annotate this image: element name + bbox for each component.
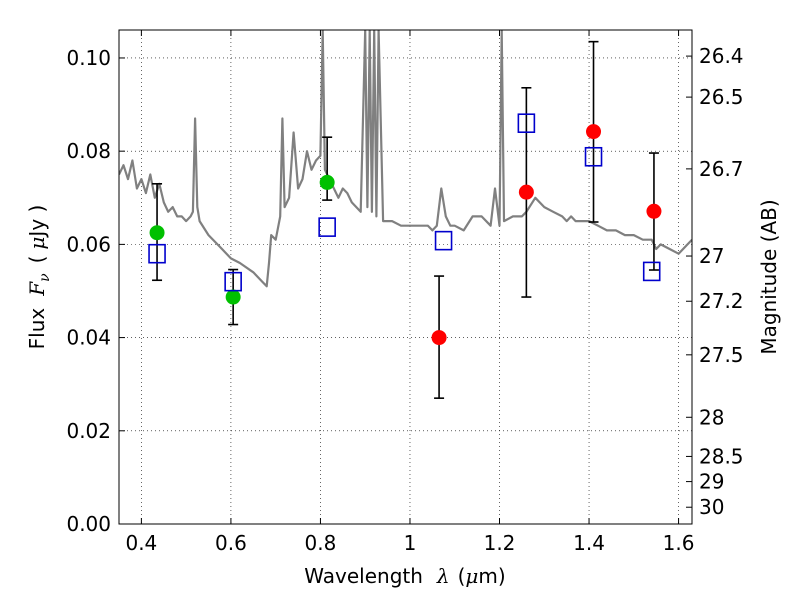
data-point [225, 289, 241, 305]
x-tick-label: 1 [404, 531, 417, 555]
model-point [148, 243, 166, 264]
magnitude-tick-label: 29 [699, 470, 724, 494]
x-tick-label: 0.6 [215, 531, 247, 555]
data-point [319, 174, 335, 190]
model-point [318, 217, 336, 237]
plot-content [119, 30, 692, 399]
axis-ticks: 0.4 0.6 0.8 1 1.2 1.4 1.6 0.00 0.02 0.04 0.06 0.08 0… [66, 30, 744, 555]
x-tick-label: 0.4 [125, 531, 157, 555]
data-point [431, 330, 447, 346]
y-tick-label: 0.08 [66, 139, 111, 163]
magnitude-tick-label: 27.2 [699, 289, 744, 313]
magnitude-axis-label: Magnitude (AB) [757, 199, 781, 354]
x-axis-label-symbol: λ [436, 564, 450, 588]
magnitude-tick-label: 26.7 [699, 157, 744, 181]
model-point [642, 261, 661, 282]
magnitude-tick-label: 27 [699, 244, 724, 268]
y-axis-label-unit-open: ( [25, 256, 49, 264]
magnitude-tick-label: 28.5 [699, 444, 744, 468]
magnitude-tick-label: 30 [699, 495, 724, 519]
y-axis-label-unit-rest: Jy ) [25, 205, 49, 239]
plot-frame [118, 29, 693, 525]
data-point [646, 203, 662, 219]
y-axis-label-unit-mu: μ [25, 237, 49, 250]
data-point [518, 184, 534, 200]
data-point [586, 124, 602, 140]
x-tick-label: 1.4 [573, 531, 605, 555]
magnitude-tick-label: 27.5 [699, 343, 744, 367]
y-axis-label: Flux Fν ( μJy ) [25, 205, 53, 350]
x-axis-label-text: Wavelength [304, 564, 423, 588]
y-tick-label: 0.02 [66, 419, 111, 443]
y-tick-label: 0.06 [66, 232, 111, 256]
y-axis-label-text: Flux [25, 308, 49, 350]
data-point [149, 225, 165, 241]
x-axis-label-unit-open: ( [458, 564, 466, 588]
y-tick-label: 0.04 [66, 326, 111, 350]
magnitude-tick-label: 26.4 [699, 44, 744, 68]
y-axis-label-subscript: ν [37, 273, 53, 282]
magnitude-tick-label: 28 [699, 405, 724, 429]
x-tick-label: 1.6 [663, 531, 695, 555]
x-tick-label: 1.2 [484, 531, 516, 555]
magnitude-tick-label: 26.5 [699, 85, 744, 109]
model-point [434, 230, 453, 251]
plot-area [119, 30, 692, 524]
y-axis-label-symbol: F [25, 281, 49, 297]
model-point [224, 271, 242, 292]
x-axis-label-unit-mu: μ [465, 564, 478, 588]
model-point [517, 113, 536, 134]
model-point [584, 146, 603, 167]
y-tick-label: 0.00 [66, 512, 111, 536]
x-axis-label-unit-rest: m) [478, 564, 505, 588]
x-axis-label: Wavelength λ (μm) [304, 564, 505, 588]
spectrum-line [119, 30, 692, 288]
x-tick-label: 0.8 [305, 531, 337, 555]
y-tick-label: 0.10 [66, 46, 111, 70]
